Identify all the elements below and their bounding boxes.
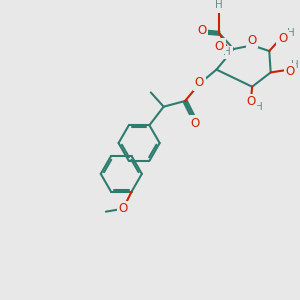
Text: O: O: [190, 117, 200, 130]
Text: O: O: [285, 64, 294, 77]
Text: O: O: [246, 95, 255, 108]
Text: O: O: [248, 34, 257, 47]
Text: H: H: [223, 47, 231, 58]
Text: H: H: [215, 0, 223, 10]
Text: O: O: [195, 76, 204, 89]
Text: H: H: [255, 102, 263, 112]
Text: O: O: [215, 40, 224, 53]
Text: O: O: [118, 202, 127, 215]
Text: O: O: [278, 32, 287, 45]
Text: O: O: [198, 24, 207, 37]
Text: H: H: [287, 28, 295, 38]
Text: H: H: [290, 60, 298, 70]
